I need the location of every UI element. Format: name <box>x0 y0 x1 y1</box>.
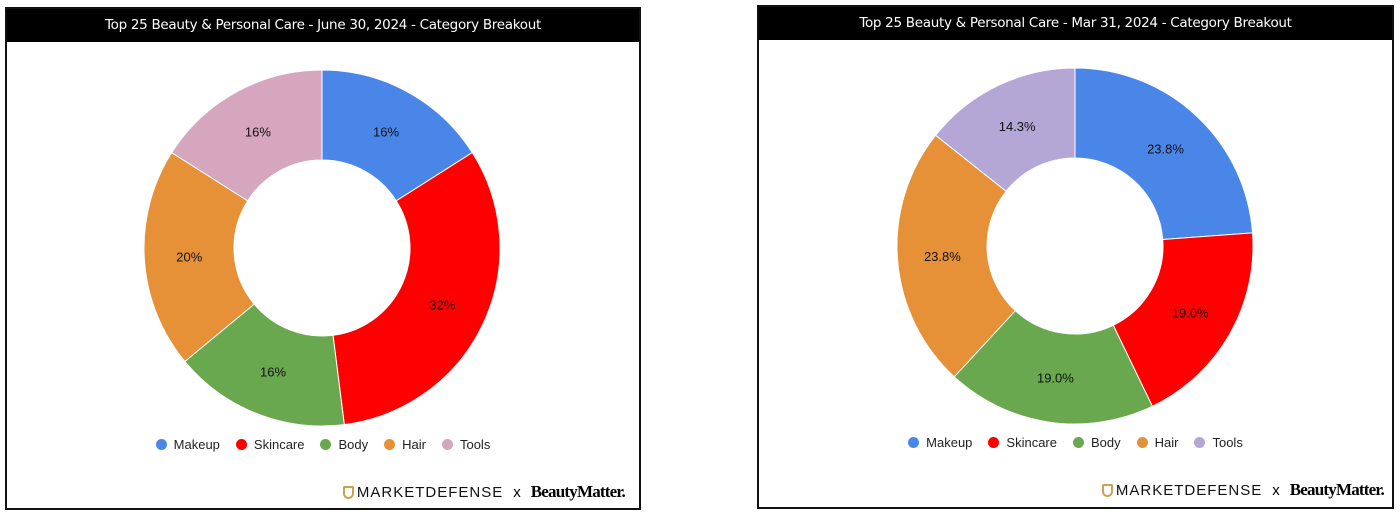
marketdefense-logo: MARKETDEFENSE <box>356 483 504 501</box>
data-label: 19.0% <box>1037 371 1074 386</box>
data-label: 16% <box>373 124 399 139</box>
legend-label: Makeup <box>173 437 220 452</box>
legend-swatch <box>155 439 167 450</box>
legend-item-body: Body <box>1072 435 1121 450</box>
legend-item-skincare: Skincare <box>988 435 1057 450</box>
slice-makeup <box>321 69 473 202</box>
data-label: 23.8% <box>1147 142 1184 157</box>
legend-swatch <box>441 439 453 450</box>
legend-label: Skincare <box>1006 435 1057 450</box>
chart-title: Top 25 Beauty & Personal Care - Mar 31, … <box>759 7 1392 40</box>
legend-item-makeup: Makeup <box>908 435 972 450</box>
legend-swatch <box>384 439 396 450</box>
chart-title: Top 25 Beauty & Personal Care - June 30,… <box>7 9 639 42</box>
legend-item-hair: Hair <box>384 437 426 452</box>
legend-label: Skincare <box>253 437 305 452</box>
legend: Makeup Skincare Body Hair Tools <box>759 435 1392 450</box>
donut-chart: 23.8% 19.0% 19.0% 23.8% 14.3% <box>896 67 1254 425</box>
slice-tools <box>171 69 323 202</box>
chart-panel-june: Top 25 Beauty & Personal Care - June 30,… <box>5 7 641 510</box>
slice-hair <box>896 134 1017 378</box>
legend-swatch <box>1136 437 1148 448</box>
legend-item-tools: Tools <box>441 437 491 452</box>
data-label: 14.3% <box>999 119 1036 134</box>
legend-label: Body <box>1090 435 1121 450</box>
beautymatter-logo: BeautyMatter. <box>1289 480 1385 499</box>
data-label: 23.8% <box>924 249 961 264</box>
chart-panel-march: Top 25 Beauty & Personal Care - Mar 31, … <box>757 5 1394 509</box>
legend-item-body: Body <box>320 437 368 452</box>
legend-item-skincare: Skincare <box>235 437 305 452</box>
legend-item-hair: Hair <box>1136 435 1179 450</box>
data-label: 20% <box>176 249 202 264</box>
shield-icon <box>1101 483 1113 497</box>
legend-item-makeup: Makeup <box>155 437 220 452</box>
legend-swatch <box>1194 437 1206 448</box>
data-label: 32% <box>429 298 455 313</box>
donut-chart: 16% 32% 16% 20% 16% <box>143 69 501 427</box>
legend-label: Hair <box>402 437 426 452</box>
legend: Makeup Skincare Body Hair Tools <box>7 437 639 452</box>
legend-label: Tools <box>1212 435 1243 450</box>
legend-item-tools: Tools <box>1194 435 1243 450</box>
legend-label: Hair <box>1154 435 1179 450</box>
slice-tools <box>934 67 1076 192</box>
slice-hair <box>143 151 255 363</box>
branding: MARKETDEFENSE x BeautyMatter. <box>342 482 626 502</box>
slice-skincare <box>332 151 501 426</box>
slice-makeup <box>1074 67 1254 241</box>
legend-swatch <box>988 437 1000 448</box>
separator: x <box>513 483 521 501</box>
data-label: 19.0% <box>1172 306 1209 321</box>
branding: MARKETDEFENSE x BeautyMatter. <box>1101 480 1385 500</box>
legend-label: Makeup <box>926 435 973 450</box>
shield-icon <box>342 485 354 499</box>
legend-swatch <box>1072 437 1084 448</box>
slice-body <box>953 309 1154 425</box>
beautymatter-logo: BeautyMatter. <box>530 482 626 501</box>
separator: x <box>1272 481 1280 499</box>
legend-swatch <box>908 437 920 448</box>
legend-label: Body <box>338 437 369 452</box>
legend-swatch <box>320 439 332 450</box>
legend-swatch <box>235 439 247 450</box>
data-label: 16% <box>245 124 271 139</box>
marketdefense-logo: MARKETDEFENSE <box>1115 481 1263 499</box>
slice-skincare <box>1112 232 1254 407</box>
legend-label: Tools <box>459 437 491 452</box>
slice-body <box>184 303 345 427</box>
data-label: 16% <box>260 365 286 380</box>
